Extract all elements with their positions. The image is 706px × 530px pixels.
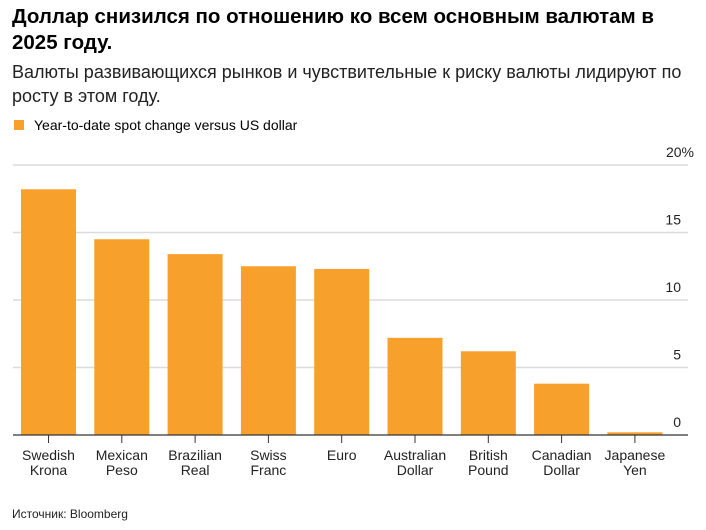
x-tick-label: Brazilian (168, 447, 222, 463)
bar (21, 189, 76, 435)
y-tick-label: 20% (666, 144, 694, 160)
x-tick-label: Mexican (96, 447, 148, 463)
x-tick-label: British (469, 447, 508, 463)
x-tick-label: Swedish (22, 447, 75, 463)
bar (607, 432, 663, 435)
legend-label: Year-to-date spot change versus US dolla… (34, 117, 298, 133)
x-tick-label: Franc (251, 462, 287, 478)
x-tick-label: Japanese (605, 447, 666, 463)
x-tick-label: Dollar (543, 462, 580, 478)
x-tick-label: Real (181, 462, 210, 478)
bar (167, 254, 223, 435)
x-tick-label: Yen (623, 462, 647, 478)
bar (387, 337, 443, 435)
y-tick-label: 15 (665, 212, 681, 228)
bar (534, 383, 590, 435)
y-tick-label: 5 (673, 347, 681, 363)
x-tick-label: Canadian (532, 447, 592, 463)
x-tick-label: Euro (327, 447, 357, 463)
chart-title: Доллар снизился по отношению ко всем осн… (12, 5, 655, 54)
x-tick-label: Krona (30, 462, 68, 478)
x-tick-label: Pound (468, 462, 508, 478)
legend: Year-to-date spot change versus US dolla… (14, 117, 297, 133)
bar (314, 268, 370, 435)
x-tick-label: Swiss (250, 447, 287, 463)
y-tick-label: 10 (665, 279, 681, 295)
bar (240, 266, 296, 435)
bar (94, 239, 150, 435)
source-note: Источник: Bloomberg (12, 507, 128, 521)
x-tick-label: Dollar (397, 462, 434, 478)
chart-subtitle: Валюты развивающихся рынков и чувствител… (12, 62, 682, 106)
x-tick-label: Peso (106, 462, 138, 478)
x-tick-label: Australian (384, 447, 446, 463)
bar (460, 351, 516, 435)
legend-swatch (14, 120, 24, 130)
y-tick-label: 0 (673, 414, 681, 430)
